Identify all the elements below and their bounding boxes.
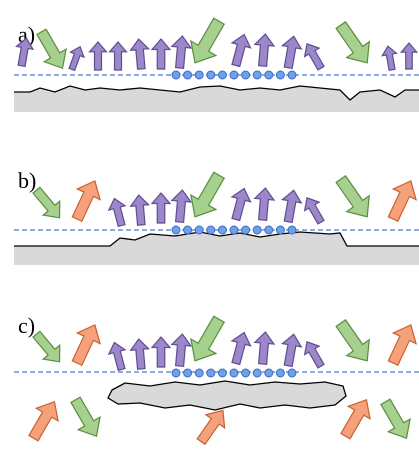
arrow bbox=[106, 196, 129, 227]
atom bbox=[207, 71, 215, 79]
atom bbox=[265, 71, 273, 79]
atom bbox=[184, 369, 192, 377]
panel-c: c) bbox=[14, 312, 419, 448]
arrow bbox=[65, 394, 108, 443]
arrows bbox=[23, 312, 419, 448]
arrow bbox=[300, 194, 329, 227]
arrow bbox=[130, 38, 151, 69]
arrow bbox=[330, 315, 379, 369]
atom bbox=[195, 226, 203, 234]
panel-label: b) bbox=[18, 168, 36, 193]
dot-row bbox=[172, 226, 296, 234]
arrow bbox=[192, 404, 232, 448]
atom bbox=[276, 369, 284, 377]
atom bbox=[207, 369, 215, 377]
arrow bbox=[227, 330, 254, 366]
arrow bbox=[183, 168, 232, 224]
arrow bbox=[65, 44, 87, 71]
atom bbox=[207, 226, 215, 234]
atom bbox=[172, 71, 180, 79]
atom bbox=[242, 226, 250, 234]
arrow bbox=[227, 32, 254, 68]
panel-a: a) bbox=[13, 14, 419, 112]
arrow bbox=[401, 43, 417, 69]
atom bbox=[253, 226, 261, 234]
atom bbox=[218, 226, 226, 234]
arrow bbox=[170, 189, 192, 223]
arrow bbox=[381, 45, 399, 71]
arrow bbox=[152, 39, 170, 69]
arrow bbox=[130, 194, 151, 225]
atom bbox=[276, 226, 284, 234]
atom bbox=[242, 71, 250, 79]
arrow bbox=[279, 333, 303, 368]
arrow bbox=[66, 176, 107, 225]
arrow bbox=[66, 320, 107, 369]
atom bbox=[253, 369, 261, 377]
arrow bbox=[330, 171, 379, 225]
arrow bbox=[279, 35, 303, 70]
arrow bbox=[31, 26, 74, 75]
arrow bbox=[300, 338, 329, 371]
arrow bbox=[253, 33, 275, 67]
panel-b: b) bbox=[14, 168, 419, 265]
atom bbox=[172, 369, 180, 377]
arrows bbox=[13, 14, 417, 74]
atom bbox=[288, 226, 296, 234]
atom bbox=[265, 226, 273, 234]
atom bbox=[288, 71, 296, 79]
arrow bbox=[170, 333, 192, 367]
atom bbox=[195, 369, 203, 377]
arrow bbox=[106, 340, 129, 371]
atom bbox=[230, 226, 238, 234]
dot-row bbox=[172, 71, 296, 79]
arrows bbox=[28, 168, 419, 228]
arrow bbox=[382, 176, 419, 225]
arrow bbox=[90, 42, 107, 70]
arrow bbox=[152, 337, 170, 367]
atom bbox=[265, 369, 273, 377]
atom bbox=[218, 71, 226, 79]
surface bbox=[14, 232, 419, 265]
dot-row bbox=[172, 369, 296, 377]
atom bbox=[253, 71, 261, 79]
arrow bbox=[110, 42, 127, 70]
surface bbox=[14, 86, 419, 112]
arrow bbox=[183, 312, 232, 368]
atom bbox=[230, 71, 238, 79]
arrow bbox=[279, 189, 303, 224]
atom bbox=[195, 71, 203, 79]
atom bbox=[184, 226, 192, 234]
arrow bbox=[152, 193, 170, 223]
arrow bbox=[330, 17, 379, 71]
particle bbox=[108, 381, 346, 410]
atom bbox=[230, 369, 238, 377]
arrow bbox=[170, 35, 192, 69]
diagram: a) b) bbox=[0, 0, 419, 449]
atom bbox=[184, 71, 192, 79]
arrow bbox=[227, 186, 254, 222]
arrow bbox=[253, 331, 275, 365]
atom bbox=[288, 369, 296, 377]
atom bbox=[218, 369, 226, 377]
arrow bbox=[382, 320, 419, 369]
arrow bbox=[130, 338, 151, 369]
arrow bbox=[253, 187, 275, 221]
arrow bbox=[23, 396, 66, 445]
arrow bbox=[300, 40, 329, 73]
atom bbox=[242, 369, 250, 377]
arrow bbox=[183, 14, 232, 70]
panel-label: c) bbox=[18, 313, 35, 338]
arrow bbox=[375, 396, 418, 445]
atom bbox=[172, 226, 180, 234]
atom bbox=[276, 71, 284, 79]
